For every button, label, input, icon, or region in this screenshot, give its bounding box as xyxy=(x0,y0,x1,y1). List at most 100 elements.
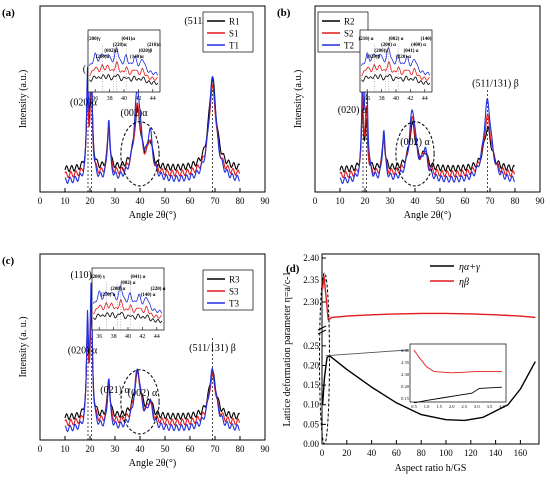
x-tick-label: 50 xyxy=(436,196,446,206)
panel-label: (a) xyxy=(2,7,15,19)
x-tick-label: 0 xyxy=(313,196,318,206)
x-tick-label: 80 xyxy=(236,444,246,454)
x-tick-label: 80 xyxy=(417,448,427,458)
x-tick-label: 10 xyxy=(61,444,71,454)
inset-series-T2 xyxy=(361,47,431,76)
inset-peak-label: (020)β xyxy=(139,49,153,54)
inset-peak-label: (200)γ xyxy=(374,49,388,54)
inset-peak-label: (200) α xyxy=(111,287,126,292)
peak-annotation: (002)α xyxy=(121,108,149,119)
legend-label: S1 xyxy=(229,29,239,39)
legend-label: T3 xyxy=(229,299,239,309)
inset: 36 38 40 42 44 (200)γ (200)α(002)α(220)α(041)α… xyxy=(87,29,161,102)
inset-peak-label: (200)α xyxy=(96,55,110,60)
inset-frame xyxy=(409,343,507,403)
inset-series-S1 xyxy=(89,60,158,82)
x-tick-label: 20 xyxy=(86,444,96,454)
y-tick-label: 0.25 xyxy=(303,341,319,351)
inset-peak-label: (220) α xyxy=(396,55,411,60)
y-tick-label: 0.00 xyxy=(303,439,319,449)
series-line-T1 xyxy=(64,55,241,185)
x-tick-label: 50 xyxy=(161,444,171,454)
inset-tick-label: 44 xyxy=(422,96,428,102)
inset-peak-label: (140) α xyxy=(141,293,156,298)
inset-tick-label: 40 xyxy=(393,96,399,102)
inset-tick-label: 0.15 xyxy=(401,396,410,401)
x-tick-label: 60 xyxy=(186,196,196,206)
x-tick-label: 40 xyxy=(411,196,421,206)
inset-tick-label: 2.5 xyxy=(461,404,467,409)
y-tick-label: 2.35 xyxy=(303,275,319,285)
legend-label: R1 xyxy=(229,17,240,27)
x-tick-label: 90 xyxy=(536,196,546,206)
inset-peak-label: (140) xyxy=(421,37,432,42)
x-axis-label: Angle 2θ(°) xyxy=(129,458,176,469)
legend: R3 S3 T3 xyxy=(202,269,254,311)
inset-peak-label: (041) α xyxy=(131,275,146,280)
panel-label: (b) xyxy=(277,7,291,19)
legend-frame xyxy=(202,269,254,311)
inset-tick-label: 0.5 xyxy=(411,404,417,409)
inset-tick-label: 3.0 xyxy=(474,404,480,409)
inset-tick-label: 1.5 xyxy=(436,404,442,409)
inset-series-S3 xyxy=(93,298,162,320)
highlight-ellipse xyxy=(120,121,160,187)
y-tick-label: 0.10 xyxy=(303,400,319,410)
x-tick-label: 20 xyxy=(86,196,96,206)
inset-peak-label: (210) α xyxy=(101,293,116,298)
plot-frame xyxy=(39,253,266,441)
inset-peak-label: (140)α xyxy=(130,55,144,60)
peak-annotation: (511/131) β xyxy=(189,343,236,354)
x-tick-label: 50 xyxy=(161,196,171,206)
x-tick-label: 60 xyxy=(461,196,471,206)
x-tick-label: 120 xyxy=(464,448,478,458)
highlight-ellipse xyxy=(395,121,435,187)
inset-tick-label: 4.0 xyxy=(499,404,505,409)
x-tick-label: 0 xyxy=(320,448,325,458)
inset: 0.5 1.0 1.5 2.0 2.5 3.0 3.5 4.0 2.40 2.35 2.30 0.20… xyxy=(401,343,507,409)
x-axis-label: Angle 2θ(°) xyxy=(129,210,176,221)
inset-peak-label: (400) α xyxy=(411,43,426,48)
inset-tick-label: 38 xyxy=(379,96,385,102)
x-tick-label: 0 xyxy=(38,444,43,454)
x-tick-label: 90 xyxy=(261,196,271,206)
legend: R1 S1 T1 xyxy=(202,11,254,53)
series-line-1 xyxy=(321,274,536,321)
plot-frame xyxy=(321,253,540,445)
inset-peak-label: (200)γ xyxy=(87,37,101,42)
plot-frame xyxy=(39,5,266,193)
inset-peak-label: (002) α xyxy=(121,281,136,286)
panel-label: (c) xyxy=(2,255,15,267)
peak-annotation: (020) α xyxy=(338,105,368,116)
inset-series-R2 xyxy=(361,74,431,86)
inset-tick-label: 38 xyxy=(107,96,113,102)
inset-tick-label: 2.35 xyxy=(401,360,410,365)
peak-annotation: (002) α xyxy=(400,137,430,148)
legend-label: ηβ xyxy=(459,277,469,288)
pointer-arrow xyxy=(325,349,409,357)
y-tick-label: 0.20 xyxy=(303,360,319,370)
y-tick-label: 2.30 xyxy=(303,297,319,307)
panel-label: (d) xyxy=(286,263,300,275)
legend-label: ηα+γ xyxy=(459,262,481,273)
plot-frame xyxy=(314,5,541,193)
x-tick-label: 0 xyxy=(38,196,43,206)
peak-annotation: (020)α xyxy=(70,98,98,109)
x-tick-label: 30 xyxy=(386,196,396,206)
y-tick-label: 0.15 xyxy=(303,380,319,390)
inset-tick-label: 40 xyxy=(121,96,127,102)
x-tick-label: 70 xyxy=(486,196,496,206)
inset: 36 38 40 42 44 (210) α (020)β(200)γ(200) α(002… xyxy=(359,29,433,102)
legend-label: T1 xyxy=(229,41,239,51)
x-axis-label: Aspect ratio h/GS xyxy=(395,463,467,474)
inset-tick-label: 2.0 xyxy=(449,404,455,409)
panel-d: (d) 0 20 40 60 80 100 120 140 160 Aspect ratio h/G… xyxy=(282,253,540,474)
peak-annotation: (110) α xyxy=(70,270,100,281)
inset-tick-label: 2.40 xyxy=(401,348,410,353)
x-tick-label: 60 xyxy=(392,448,402,458)
peak-annotation: (511/131) β xyxy=(472,79,519,90)
inset-series-R3 xyxy=(93,312,163,324)
x-tick-label: 80 xyxy=(236,196,246,206)
inset-tick-label: 36 xyxy=(92,96,98,102)
